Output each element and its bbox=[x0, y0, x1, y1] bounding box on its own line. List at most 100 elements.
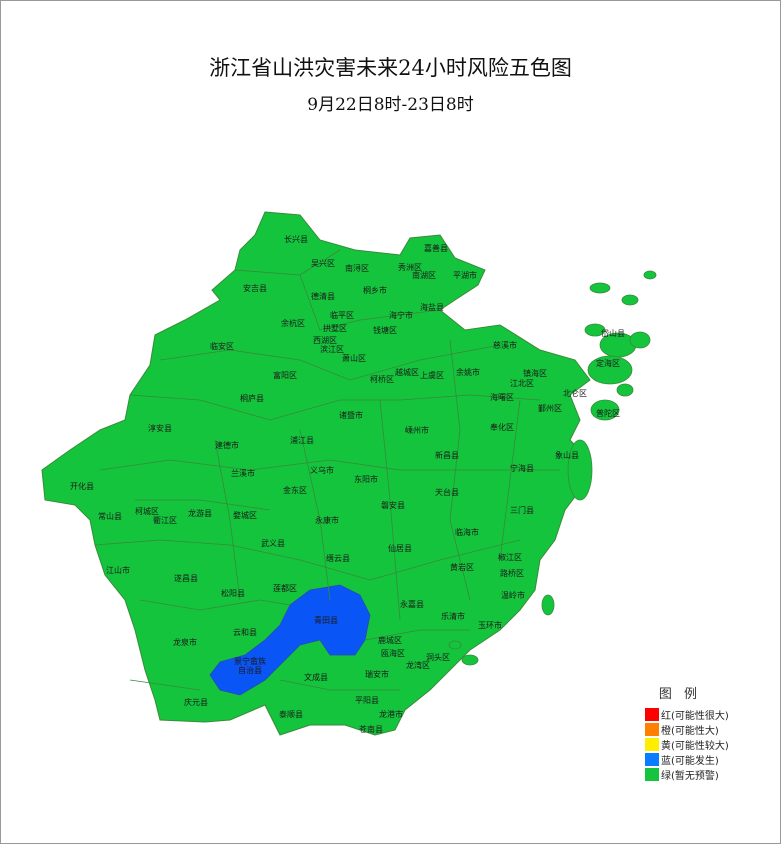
county-label: 龙泉市 bbox=[173, 637, 197, 647]
legend-label: 蓝(可能发生) bbox=[661, 756, 719, 767]
county-label: 安吉县 bbox=[243, 283, 267, 293]
county-label: 浦江县 bbox=[290, 435, 314, 445]
county-label: 松阳县 bbox=[221, 588, 245, 598]
county-border bbox=[159, 344, 501, 381]
county-label: 婺城区 bbox=[233, 510, 257, 520]
legend-label: 红(可能性很大) bbox=[661, 711, 729, 722]
county-label: 萧山区 bbox=[342, 353, 366, 363]
island bbox=[587, 355, 633, 385]
county-label: 临安区 bbox=[210, 341, 234, 351]
island bbox=[590, 399, 620, 421]
county-border bbox=[129, 679, 201, 691]
county-border bbox=[449, 339, 471, 601]
county-label: 富阳区 bbox=[273, 370, 297, 380]
map-subtitle: 9月22日8时-23日8时 bbox=[307, 95, 474, 115]
county-label: 建德市 bbox=[215, 440, 239, 450]
legend-swatch bbox=[645, 708, 659, 721]
county-label: 滨江区 bbox=[320, 344, 344, 354]
legend-swatch bbox=[645, 753, 659, 766]
county-label: 越城区 bbox=[395, 367, 419, 377]
legend-swatch bbox=[645, 768, 659, 781]
county-label: 柯桥区 bbox=[370, 374, 394, 384]
legend-item: 红(可能性很大) bbox=[645, 707, 729, 722]
county-label: 龙港市 bbox=[379, 709, 403, 719]
county-label: 平湖市 bbox=[453, 270, 477, 280]
county-label: 温岭市 bbox=[501, 590, 525, 600]
county-border bbox=[214, 439, 241, 601]
county-label: 天台县 bbox=[435, 487, 459, 497]
county-label: 庆元县 bbox=[184, 697, 208, 707]
county-label: 德清县 bbox=[311, 291, 335, 301]
county-border bbox=[364, 629, 470, 641]
county-label: 东阳市 bbox=[354, 474, 378, 484]
island bbox=[616, 383, 634, 397]
county-label: 义乌市 bbox=[310, 465, 334, 475]
county-label: 桐乡市 bbox=[363, 285, 387, 295]
county-label: 嵊州市 bbox=[405, 425, 429, 435]
county-label: 南浔区 bbox=[345, 263, 369, 273]
county-label: 慈溪市 bbox=[493, 340, 517, 350]
county-label: 长兴县 bbox=[284, 234, 308, 244]
county-border bbox=[299, 429, 331, 601]
county-label: 龙游县 bbox=[188, 508, 212, 518]
county-label: 景宁畲族 bbox=[234, 656, 266, 666]
warning-area-blue bbox=[209, 584, 371, 696]
county-label: 兰溪市 bbox=[231, 468, 255, 478]
county-label: 余姚市 bbox=[456, 367, 480, 377]
county-label: 三门县 bbox=[510, 505, 534, 515]
county-label: 象山县 bbox=[555, 450, 579, 460]
county-label: 宁海县 bbox=[510, 463, 534, 473]
county-label: 北仑区 bbox=[563, 388, 587, 398]
county-label: 新昌县 bbox=[435, 450, 459, 460]
legend-item: 蓝(可能发生) bbox=[645, 752, 729, 767]
county-label: 桐庐县 bbox=[240, 393, 264, 403]
legend-item: 橙(可能性大) bbox=[645, 722, 729, 737]
county-label: 开化县 bbox=[70, 481, 94, 491]
county-label: 乐清市 bbox=[441, 611, 465, 621]
county-borders bbox=[94, 249, 560, 691]
county-label: 普陀区 bbox=[596, 408, 620, 418]
county-label: 磐安县 bbox=[381, 500, 405, 510]
county-label: 衢江区 bbox=[153, 515, 177, 525]
county-border bbox=[135, 499, 271, 511]
county-label: 瑞安市 bbox=[365, 669, 389, 679]
county-label: 玉环市 bbox=[478, 620, 502, 630]
county-border bbox=[94, 539, 521, 581]
island bbox=[541, 594, 555, 616]
county-border bbox=[499, 399, 521, 561]
county-border bbox=[379, 399, 401, 621]
county-label: 鹿城区 bbox=[378, 635, 402, 645]
county-label: 江北区 bbox=[510, 379, 534, 388]
county-label: 临海市 bbox=[455, 527, 479, 537]
county-label: 龙湾区 bbox=[406, 660, 430, 670]
province-outline bbox=[41, 211, 591, 736]
island bbox=[589, 282, 611, 294]
county-label: 淳安县 bbox=[148, 423, 172, 433]
legend-title: 图 例 bbox=[658, 687, 702, 702]
county-border bbox=[279, 679, 400, 691]
county-label: 瓯海区 bbox=[381, 648, 405, 658]
legend-swatch bbox=[645, 738, 659, 751]
county-label: 上虞区 bbox=[420, 370, 444, 380]
legend-label: 橙(可能性大) bbox=[661, 726, 719, 737]
map-title: 浙江省山洪灾害未来24小时风险五色图 bbox=[209, 56, 572, 80]
county-border bbox=[99, 459, 560, 471]
county-label: 拱墅区 bbox=[323, 323, 347, 333]
county-label: 海宁市 bbox=[389, 310, 413, 320]
county-label: 遂昌县 bbox=[174, 573, 198, 583]
county-label: 海曙区 bbox=[490, 392, 514, 402]
island bbox=[567, 439, 593, 501]
county-label: 云和县 bbox=[233, 628, 257, 637]
county-label: 南湖区 bbox=[412, 270, 436, 280]
county-border bbox=[299, 274, 441, 331]
county-label: 镇海区 bbox=[523, 368, 547, 378]
island bbox=[643, 270, 657, 280]
county-label: 余杭区 bbox=[281, 318, 305, 328]
county-label: 莲都区 bbox=[273, 583, 297, 593]
county-label: 苍南县 bbox=[359, 724, 383, 734]
legend-item: 黄(可能性较大) bbox=[645, 737, 729, 752]
island bbox=[448, 640, 462, 650]
county-label: 吴兴区 bbox=[311, 259, 335, 268]
county-label: 诸暨市 bbox=[339, 410, 363, 420]
